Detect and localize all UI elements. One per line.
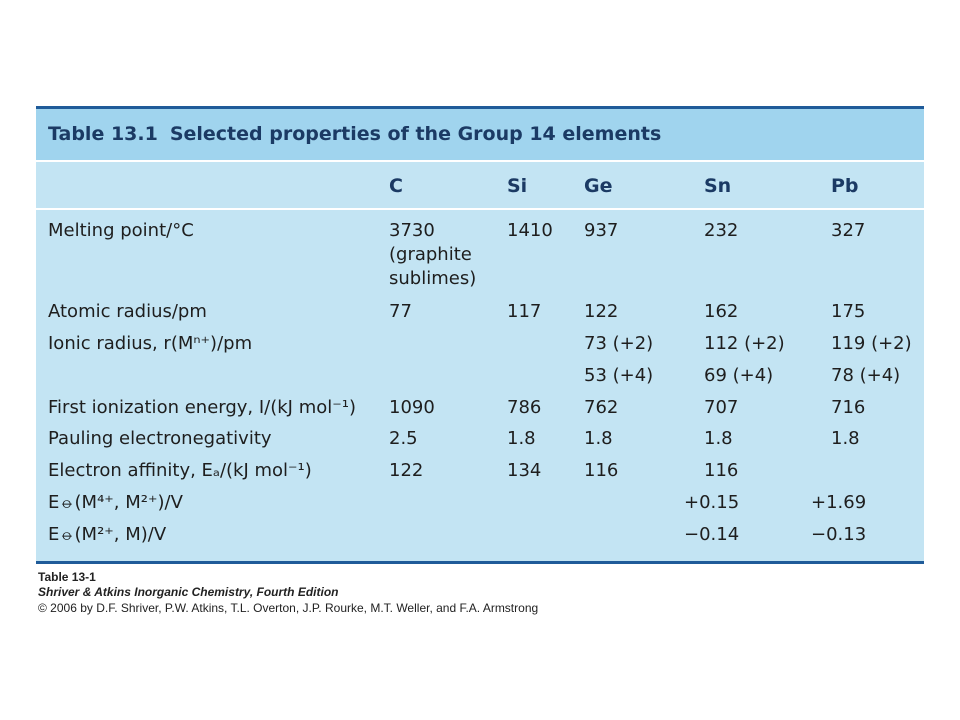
cell-melting-c-line2: (graphite xyxy=(389,244,472,265)
caption-book-title: Shriver & Atkins Inorganic Chemistry, Fo… xyxy=(38,585,339,599)
table-row-ionization-energy: First ionization energy, I/(kJ mol⁻¹) 10… xyxy=(36,396,924,420)
caption-copyright: © 2006 by D.F. Shriver, P.W. Atkins, T.L… xyxy=(38,601,539,615)
column-header-ge: Ge xyxy=(584,175,613,197)
cell-electronegativity-sn: 1.8 xyxy=(704,428,733,449)
cell-ionic-radius-sn-plus2: 112 (+2) xyxy=(704,333,785,354)
cell-atomic-radius-c: 77 xyxy=(389,301,412,322)
cell-melting-ge: 937 xyxy=(584,220,619,241)
cell-melting-si: 1410 xyxy=(507,220,553,241)
cell-potential-m4-pb: +1.69 xyxy=(811,492,867,513)
column-header-pb: Pb xyxy=(831,175,859,197)
cell-electronegativity-pb: 1.8 xyxy=(831,428,860,449)
cell-electronegativity-c: 2.5 xyxy=(389,428,418,449)
cell-ionization-c: 1090 xyxy=(389,397,435,418)
row-label-ionic-radius: Ionic radius, r(Mⁿ⁺)/pm xyxy=(48,333,253,354)
row-label-melting-point: Melting point/°C xyxy=(48,220,194,241)
cell-melting-pb: 327 xyxy=(831,220,866,241)
cell-ionization-ge: 762 xyxy=(584,397,619,418)
column-header-c: C xyxy=(389,175,403,197)
cell-atomic-radius-si: 117 xyxy=(507,301,542,322)
figure-caption: Table 13-1 Shriver & Atkins Inorganic Ch… xyxy=(38,570,538,616)
cell-ionic-radius-ge-plus4: 53 (+4) xyxy=(584,365,654,386)
table-row-electron-affinity: Electron affinity, Eₐ/(kJ mol⁻¹) 122 134… xyxy=(36,459,924,483)
cell-ionization-pb: 716 xyxy=(831,397,866,418)
cell-atomic-radius-sn: 162 xyxy=(704,301,739,322)
cell-affinity-si: 134 xyxy=(507,460,542,481)
cell-potential-m2-pb: −0.13 xyxy=(811,524,867,545)
table-row-potential-m2-m: E⦵(M²⁺, M)/V −0.14 −0.13 xyxy=(36,523,924,547)
row-label-atomic-radius: Atomic radius/pm xyxy=(48,301,207,322)
cell-affinity-sn: 116 xyxy=(704,460,739,481)
table-row-ionic-radius-plus4: 53 (+4) 69 (+4) 78 (+4) xyxy=(36,364,924,388)
row-label-potential-m2-m: E⦵(M²⁺, M)/V xyxy=(48,524,167,545)
cell-electronegativity-ge: 1.8 xyxy=(584,428,613,449)
cell-electronegativity-si: 1.8 xyxy=(507,428,536,449)
cell-atomic-radius-ge: 122 xyxy=(584,301,619,322)
cell-ionic-radius-pb-plus4: 78 (+4) xyxy=(831,365,901,386)
cell-ionization-sn: 707 xyxy=(704,397,739,418)
table-row-electronegativity: Pauling electronegativity 2.5 1.8 1.8 1.… xyxy=(36,427,924,451)
cell-affinity-c: 122 xyxy=(389,460,424,481)
cell-ionic-radius-pb-plus2: 119 (+2) xyxy=(831,333,912,354)
table-title: Table 13.1 Selected properties of the Gro… xyxy=(48,123,661,145)
column-header-sn: Sn xyxy=(704,175,732,197)
cell-potential-m4-sn: +0.15 xyxy=(684,492,740,513)
table-row-ionic-radius: Ionic radius, r(Mⁿ⁺)/pm 73 (+2) 112 (+2)… xyxy=(36,332,924,356)
row-label-potential-m4-m2: E⦵(M⁴⁺, M²⁺)/V xyxy=(48,492,183,513)
table-row-potential-m4-m2: E⦵(M⁴⁺, M²⁺)/V +0.15 +1.69 xyxy=(36,491,924,515)
cell-ionic-radius-ge-plus2: 73 (+2) xyxy=(584,333,654,354)
cell-melting-c-line3: sublimes) xyxy=(389,268,477,289)
cell-atomic-radius-pb: 175 xyxy=(831,301,866,322)
row-label-electron-affinity: Electron affinity, Eₐ/(kJ mol⁻¹) xyxy=(48,460,312,481)
cell-melting-sn: 232 xyxy=(704,220,739,241)
cell-potential-m2-sn: −0.14 xyxy=(684,524,740,545)
row-label-electronegativity: Pauling electronegativity xyxy=(48,428,272,449)
row-label-ionization-energy: First ionization energy, I/(kJ mol⁻¹) xyxy=(48,397,357,418)
column-header-si: Si xyxy=(507,175,528,197)
properties-table: Table 13.1 Selected properties of the Gro… xyxy=(36,106,924,564)
caption-table-id: Table 13-1 xyxy=(38,570,96,584)
column-header-row: C Si Ge Sn Pb xyxy=(36,162,924,210)
table-title-bar: Table 13.1 Selected properties of the Gro… xyxy=(36,109,924,162)
cell-melting-c-line1: 3730 xyxy=(389,220,435,241)
cell-ionic-radius-sn-plus4: 69 (+4) xyxy=(704,365,774,386)
table-row-atomic-radius: Atomic radius/pm 77 117 122 162 175 xyxy=(36,300,924,324)
cell-affinity-ge: 116 xyxy=(584,460,619,481)
cell-ionization-si: 786 xyxy=(507,397,542,418)
table-number: Table 13.1 xyxy=(48,123,158,145)
table-title-text: Selected properties of the Group 14 elem… xyxy=(169,123,662,145)
